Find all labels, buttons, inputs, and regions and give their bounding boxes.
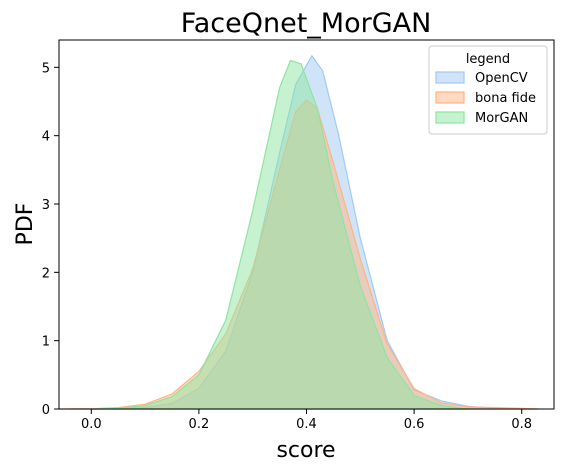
x-tick-label: 0.6 — [404, 417, 425, 432]
legend-swatch-opencv — [435, 71, 465, 84]
x-tick-label: 0.4 — [296, 417, 317, 432]
legend-title: legend — [466, 52, 510, 67]
legend-items: OpenCV bona fide MorGAN — [435, 71, 536, 126]
x-tick-label: 0.2 — [189, 417, 210, 432]
legend-label: MorGAN — [475, 111, 528, 126]
series-area-morgan — [90, 59, 469, 410]
legend: legend OpenCV bona fide MorGAN — [428, 45, 548, 135]
y-tick-label: 0 — [42, 403, 50, 418]
y-tick-label: 3 — [42, 198, 50, 213]
legend-swatch-morgan — [435, 111, 465, 124]
y-tick-label: 2 — [42, 266, 50, 281]
x-axis: 0.0 0.2 0.4 0.6 0.8 — [81, 409, 532, 432]
legend-label: bona fide — [475, 91, 536, 106]
y-tick-label: 1 — [42, 335, 50, 350]
x-tick-label: 0.8 — [511, 417, 532, 432]
x-tick-label: 0.0 — [81, 417, 102, 432]
y-axis: 0 1 2 3 4 5 — [42, 61, 59, 418]
legend-swatch-bona-fide — [435, 91, 465, 104]
chart-title: FaceQnet_MorGAN — [181, 8, 432, 39]
y-tick-label: 5 — [42, 61, 50, 76]
series-layer — [58, 55, 539, 410]
legend-label: OpenCV — [475, 71, 528, 86]
y-tick-label: 4 — [42, 130, 50, 145]
x-axis-label: score — [276, 438, 335, 463]
y-axis-label: PDF — [13, 203, 38, 246]
